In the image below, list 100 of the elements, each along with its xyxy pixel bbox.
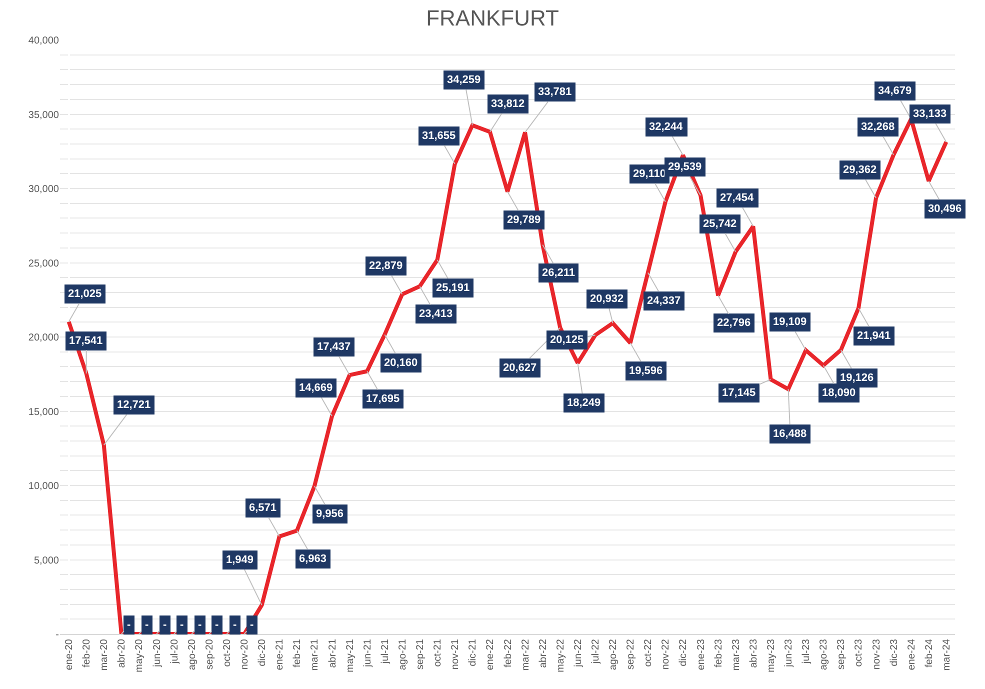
data-label: 19,596 (629, 365, 663, 377)
x-tick-label: sep-23 (836, 638, 848, 670)
data-label: 22,879 (369, 260, 403, 272)
data-label: - (180, 619, 184, 631)
y-tick-label: 30,000 (28, 184, 60, 195)
y-tick-label: - (56, 630, 59, 640)
x-tick-label: feb-24 (924, 638, 935, 668)
x-tick-label: may-20 (134, 638, 146, 672)
y-tick-label: 10,000 (28, 481, 60, 492)
x-tick-label: sep-21 (415, 638, 426, 670)
data-label: 17,541 (69, 335, 103, 347)
x-tick-label: ene-24 (906, 638, 918, 670)
data-label: 16,488 (773, 428, 807, 440)
x-tick-label: mar-23 (730, 638, 742, 671)
x-tick-label: ago-21 (397, 638, 408, 670)
data-label: 31,655 (422, 130, 456, 142)
data-label: 25,191 (436, 282, 470, 294)
data-label: - (233, 619, 237, 631)
data-label: 12,721 (117, 399, 151, 411)
data-label: 33,133 (913, 108, 947, 120)
data-label: - (145, 619, 149, 631)
x-tick-label: abr-21 (327, 638, 338, 668)
x-tick-label: mar-24 (941, 638, 952, 671)
x-tick-label: nov-21 (450, 638, 462, 670)
data-label: 19,126 (840, 372, 874, 384)
data-label: 29,539 (668, 161, 702, 173)
x-tick-label: sep-22 (626, 638, 637, 670)
x-tick-label: nov-20 (240, 638, 251, 670)
data-label: 20,627 (503, 362, 537, 374)
data-label: 27,454 (720, 192, 755, 204)
data-label: 20,932 (590, 293, 624, 305)
x-tick-label: dic-20 (257, 638, 268, 666)
data-label: 34,259 (447, 74, 481, 86)
x-tick-label: ago-20 (186, 638, 198, 670)
data-label: - (127, 619, 131, 631)
data-label: 1,949 (226, 554, 254, 566)
data-label: - (198, 619, 202, 631)
data-label: 23,413 (419, 308, 453, 320)
x-tick-label: jul-20 (169, 638, 180, 664)
x-tick-label: jul-22 (590, 638, 602, 664)
x-tick-label: oct-20 (222, 638, 233, 667)
data-label: 26,211 (542, 267, 576, 279)
data-label: - (215, 619, 219, 631)
x-tick-label: ene-21 (274, 638, 286, 670)
data-label: 34,679 (878, 85, 912, 97)
x-tick-label: sep-20 (204, 638, 216, 670)
x-tick-label: mar-20 (99, 638, 110, 671)
data-label: - (250, 619, 254, 631)
x-tick-label: jun-23 (784, 638, 795, 668)
x-tick-label: mar-22 (520, 638, 532, 671)
data-label: 33,781 (538, 86, 572, 98)
y-tick-label: 20,000 (28, 332, 60, 344)
x-tick-label: feb-20 (82, 638, 93, 668)
x-tick-label: may-22 (555, 638, 566, 672)
x-tick-label: abr-22 (538, 638, 549, 668)
x-tick-label: jun-20 (152, 638, 163, 668)
x-tick-label: feb-22 (502, 638, 514, 668)
data-label: 21,025 (68, 288, 102, 300)
data-label: 6,963 (299, 553, 327, 565)
x-tick-label: oct-23 (854, 638, 865, 667)
x-tick-label: ago-23 (818, 638, 830, 670)
data-label: 9,956 (316, 508, 344, 520)
x-tick-label: may-21 (344, 638, 356, 672)
data-label: 33,812 (491, 98, 525, 110)
x-tick-label: abr-23 (748, 638, 760, 668)
x-tick-label: nov-22 (660, 638, 672, 670)
data-label: 29,789 (507, 214, 541, 226)
x-tick-label: jun-22 (572, 638, 584, 668)
x-tick-label: dic-23 (888, 638, 900, 666)
x-tick-label: feb-21 (292, 638, 304, 668)
data-label: 17,145 (722, 387, 756, 399)
data-label: 30,496 (928, 203, 962, 215)
x-tick-label: oct-21 (432, 638, 444, 667)
x-tick-label: feb-23 (713, 638, 724, 668)
x-tick-label: oct-22 (643, 638, 654, 667)
data-label: 21,941 (857, 330, 891, 342)
data-label: 20,125 (550, 334, 584, 346)
data-label: 14,669 (299, 382, 333, 394)
data-label: 32,244 (649, 121, 684, 133)
data-label: 32,268 (861, 121, 895, 133)
x-tick-label: ene-23 (696, 638, 707, 670)
x-tick-label: ago-22 (608, 638, 620, 670)
data-label: 19,109 (773, 316, 807, 328)
x-tick-label: nov-23 (871, 638, 882, 670)
x-tick-label: ene-22 (485, 638, 496, 670)
data-label: - (163, 619, 167, 631)
y-tick-label: 5,000 (34, 555, 60, 566)
data-label: 6,571 (249, 502, 277, 514)
x-tick-label: jul-21 (380, 638, 391, 664)
x-tick-label: jun-21 (362, 638, 374, 668)
y-tick-label: 35,000 (28, 110, 60, 121)
data-label: 29,110 (633, 168, 666, 180)
x-tick-label: dic-22 (678, 638, 690, 666)
data-label: 29,362 (843, 164, 877, 176)
y-tick-label: 15,000 (28, 406, 60, 418)
data-label: 17,695 (366, 393, 400, 405)
x-tick-label: dic-21 (468, 638, 479, 666)
data-label: 20,160 (384, 357, 418, 369)
data-label: 24,337 (647, 295, 681, 307)
x-tick-label: ene-20 (64, 638, 76, 670)
